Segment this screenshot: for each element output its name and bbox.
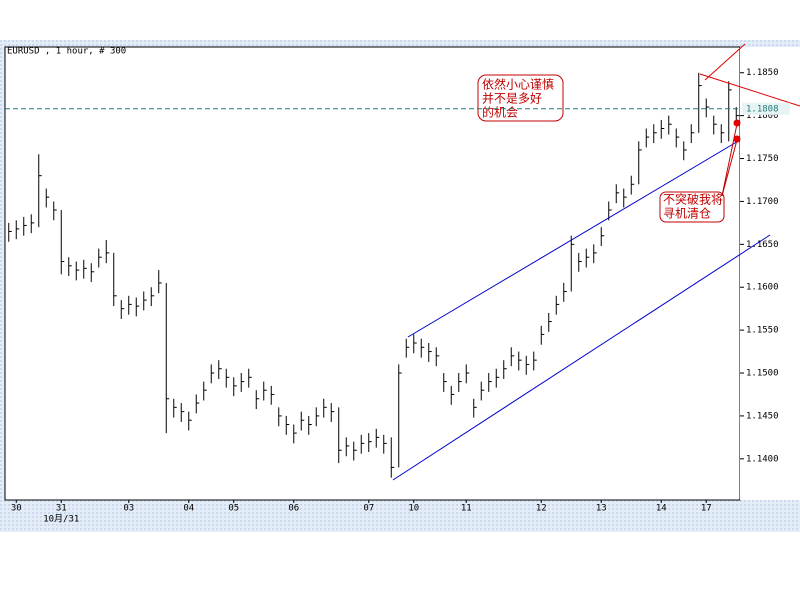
x-tick-label: 06 xyxy=(288,504,299,514)
x-tick-label: 12 xyxy=(536,504,547,514)
price-axis-area xyxy=(740,47,800,500)
plot-area xyxy=(4,46,741,501)
y-tick-label: 1.1450 xyxy=(746,411,779,421)
y-tick-label: 1.1500 xyxy=(746,369,779,379)
y-tick-label: 1.1600 xyxy=(746,283,779,293)
x-tick-label: 03 xyxy=(123,504,134,514)
arrow xyxy=(721,139,738,197)
y-tick-label: 1.1550 xyxy=(746,326,779,336)
arrow xyxy=(721,123,738,197)
x-tick-label: 13 xyxy=(596,504,607,514)
annotation-text: 不突破我将 xyxy=(663,192,723,207)
y-tick-label: 1.1750 xyxy=(746,154,779,164)
y-tick-label: 1.1800 xyxy=(746,111,779,121)
x-tick-label: 04 xyxy=(183,504,194,514)
marker-dot xyxy=(733,119,741,127)
current-price-badge xyxy=(742,102,790,115)
x-tick-label: 31 xyxy=(56,504,67,514)
x-sublabel: 10月/31 xyxy=(43,514,79,525)
annotation-text: 并不是多好 xyxy=(482,92,542,106)
channel-upper xyxy=(407,139,741,338)
x-tick-label: 30 xyxy=(11,504,22,514)
y-tick-label: 1.1650 xyxy=(746,240,779,250)
channel-lower xyxy=(392,234,771,481)
x-tick-label: 14 xyxy=(656,504,667,514)
x-tick-label: 11 xyxy=(461,504,472,514)
y-tick-label: 1.1700 xyxy=(746,197,779,207)
annotation-box xyxy=(477,74,564,122)
annotation-text: 寻机清仓 xyxy=(663,207,711,221)
y-tick-label: 1.1400 xyxy=(746,454,779,464)
annotation-text: 依然小心谨慎 xyxy=(482,77,554,92)
y-tick-label: 1.1850 xyxy=(746,68,779,78)
red-trend-line xyxy=(704,43,746,81)
red-trend-line xyxy=(699,73,800,107)
x-tick-label: 05 xyxy=(228,504,239,514)
x-tick-label: 07 xyxy=(363,504,374,514)
x-tick-label: 17 xyxy=(701,504,712,514)
annotation-box xyxy=(659,191,725,223)
current-price-label: 1.1808 xyxy=(746,104,779,114)
x-tick-label: 10 xyxy=(408,504,419,514)
chart-title: EURUSD , 1 hour, # 300 xyxy=(7,47,126,57)
annotation-text: 的机会 xyxy=(482,105,518,120)
marker-dot xyxy=(733,135,741,143)
marks xyxy=(8,72,740,478)
